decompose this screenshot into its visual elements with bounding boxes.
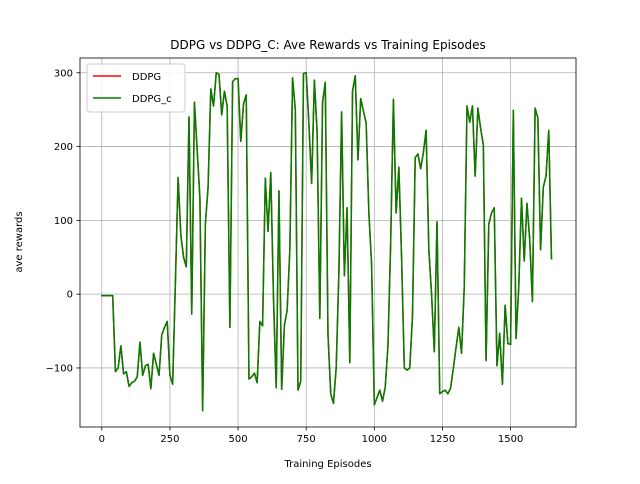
y-tick-label: 0 xyxy=(67,290,73,301)
y-tick-label: 100 xyxy=(54,216,73,227)
x-tick-label: 750 xyxy=(297,434,316,445)
x-tick-label: 0 xyxy=(99,434,105,445)
y-tick-label: 200 xyxy=(54,142,73,153)
x-tick-label: 1500 xyxy=(498,434,523,445)
chart-title: DDPG vs DDPG_C: Ave Rewards vs Training … xyxy=(170,38,486,52)
y-tick-label: −100 xyxy=(46,363,73,374)
legend-label-ddpg-c: DDPG_c xyxy=(132,94,172,105)
x-tick-label: 500 xyxy=(229,434,248,445)
ddpg-c-line xyxy=(101,72,553,412)
legend: DDPG DDPG_c xyxy=(86,63,186,113)
x-tick-label: 1000 xyxy=(362,434,387,445)
x-axis-label: Training Episodes xyxy=(283,459,371,470)
plot-frame xyxy=(79,57,577,428)
x-axis-ticks: 0 250 500 750 1000 1250 1500 xyxy=(99,427,523,445)
x-tick-label: 250 xyxy=(160,434,179,445)
y-axis-ticks: −100 0 100 200 300 xyxy=(46,68,80,374)
y-tick-label: 300 xyxy=(54,68,73,79)
x-tick-label: 1250 xyxy=(430,434,455,445)
y-axis-label: ave rewards xyxy=(14,211,25,272)
legend-label-ddpg: DDPG xyxy=(132,72,161,83)
series-lines xyxy=(101,72,553,412)
grid xyxy=(80,58,576,427)
